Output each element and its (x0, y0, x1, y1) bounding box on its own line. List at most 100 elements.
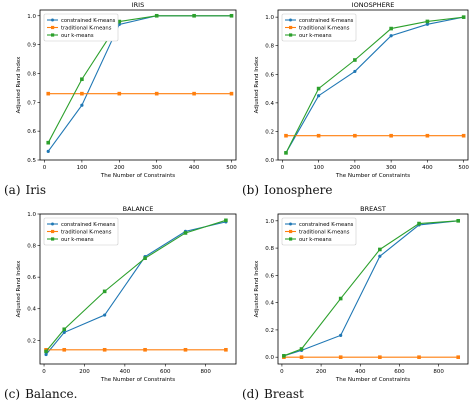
legend-marker-traditional-k-means (51, 25, 55, 30)
caption-text: Balance. (25, 387, 78, 401)
data-point-our-k-means (80, 77, 84, 82)
chart-title: BREAST (360, 205, 386, 213)
y-axis-label: Adjusted Rand Index (254, 56, 260, 113)
legend-label: our k-means (299, 33, 332, 39)
legend-box (281, 13, 357, 42)
plot-frame (39, 213, 237, 365)
data-point-traditional-k-means (461, 133, 466, 138)
data-point-traditional-k-means (284, 133, 288, 138)
legend-label: traditional K-means (61, 230, 112, 236)
caption-tag: (d) (242, 387, 260, 401)
data-point-traditional-k-means (338, 355, 343, 359)
data-point-traditional-k-means (299, 355, 304, 359)
data-point-constrained-k-means (103, 313, 107, 317)
caption-tag: (c) (4, 387, 21, 401)
data-point-traditional-k-means (316, 133, 321, 138)
y-tick-label: 0.2 (265, 129, 274, 135)
legend-label: our k-means (61, 237, 94, 243)
y-tick-label: 0.2 (265, 328, 274, 334)
data-point-our-k-means (417, 221, 421, 226)
data-point-constrained-k-means (339, 333, 343, 337)
y-axis-label: Adjusted Rand Index (254, 260, 260, 317)
x-tick-label: 100 (77, 165, 88, 171)
legend-label: traditional K-means (299, 26, 350, 32)
legend-marker-traditional-k-means (289, 229, 293, 234)
y-tick-label: 0.4 (265, 101, 274, 107)
chart-title: BALANCE (123, 205, 154, 213)
data-point-our-k-means (299, 347, 304, 351)
x-tick-label: 400 (189, 165, 200, 171)
data-point-constrained-k-means (378, 254, 382, 258)
y-tick-label: 0.5 (27, 158, 36, 164)
x-tick-label: 800 (433, 369, 444, 375)
data-point-constrained-k-means (425, 22, 429, 26)
caption-text: Ionosphere (264, 183, 333, 197)
data-point-our-k-means (192, 13, 196, 18)
series-line-constrained-k-means (285, 16, 464, 154)
data-point-our-k-means (284, 151, 288, 155)
data-point-our-k-means (316, 86, 321, 91)
data-point-traditional-k-means (456, 355, 461, 359)
caption-text: Iris (25, 183, 47, 197)
plot-frame (39, 9, 237, 161)
data-point-traditional-k-means (378, 355, 382, 359)
series-line-constrained-k-means (283, 220, 459, 357)
caption-ionosphere: (b) Ionosphere (242, 183, 332, 197)
y-tick-label: 0.9 (27, 43, 36, 49)
data-point-our-k-means (46, 140, 51, 145)
x-tick-label: 100 (313, 165, 324, 171)
legend-marker-our-k-means (51, 237, 55, 241)
x-tick-label: 400 (422, 165, 433, 171)
chart-title: IONOSPHERE (352, 1, 395, 9)
data-point-traditional-k-means (425, 133, 430, 138)
y-tick-label: 0.0 (265, 158, 274, 164)
legend-label: our k-means (299, 237, 332, 243)
data-point-constrained-k-means (353, 69, 357, 74)
legend-marker-constrained-k-means (51, 18, 54, 22)
legend-marker-our-k-means (289, 33, 293, 37)
x-axis-label: The Number of Constraints (100, 377, 175, 383)
x-axis-label: The Number of Constraints (335, 377, 410, 383)
y-tick-label: 0.4 (27, 307, 36, 313)
data-point-our-k-means (154, 13, 159, 18)
data-point-our-k-means (117, 19, 122, 24)
y-tick-label: 0.7 (27, 100, 36, 106)
caption-tag: (b) (242, 183, 260, 197)
data-point-our-k-means (353, 58, 357, 62)
series-line-our-k-means (283, 220, 459, 357)
caption-breast: (d) Breast (242, 387, 304, 401)
y-tick-label: 0.6 (27, 129, 36, 135)
y-tick-label: 0.6 (27, 275, 36, 281)
x-tick-label: 800 (200, 369, 211, 375)
chart-panel-balance: BALANCE 0 200 400 600 800 0.2 0.4 0.6 0.8 1.0 The N… (16, 205, 237, 383)
x-tick-label: 200 (79, 369, 90, 375)
data-point-our-k-means (338, 296, 343, 301)
data-point-traditional-k-means (80, 91, 84, 96)
data-point-our-k-means (425, 19, 430, 24)
chart-panel-breast: BREAST 0 200 400 600 800 0.0 0.2 0.4 0.6 0.8 1.0 The… (254, 205, 469, 383)
chart-title: IRIS (132, 1, 144, 9)
legend-label: constrained K-means (61, 222, 116, 228)
data-point-traditional-k-means (154, 91, 159, 96)
legend-label: constrained K-means (61, 18, 116, 24)
legend-marker-constrained-k-means (51, 222, 54, 226)
series-line-our-k-means (285, 16, 464, 154)
data-point-traditional-k-means (46, 91, 51, 96)
legend-marker-our-k-means (289, 237, 293, 241)
data-point-our-k-means (229, 13, 234, 18)
x-tick-label: 300 (151, 165, 162, 171)
data-point-traditional-k-means (62, 347, 67, 352)
y-tick-label: 0.6 (265, 273, 274, 279)
y-tick-label: 0.8 (27, 71, 36, 77)
x-tick-label: 200 (316, 369, 327, 375)
data-point-constrained-k-means (317, 94, 321, 98)
data-point-our-k-means (44, 349, 48, 354)
x-tick-label: 0 (42, 369, 46, 375)
data-point-constrained-k-means (46, 149, 50, 153)
y-tick-label: 0.0 (265, 355, 274, 361)
y-tick-label: 0.8 (265, 44, 274, 50)
chart-panel-iris: IRIS 0 100 200 300 400 500 0.5 0.6 0.7 0.8 0.9 1.0 Th… (16, 1, 237, 179)
legend-marker-our-k-means (51, 33, 55, 37)
caption-balance: (c) Balance. (4, 387, 77, 401)
x-tick-label: 0 (280, 369, 284, 375)
